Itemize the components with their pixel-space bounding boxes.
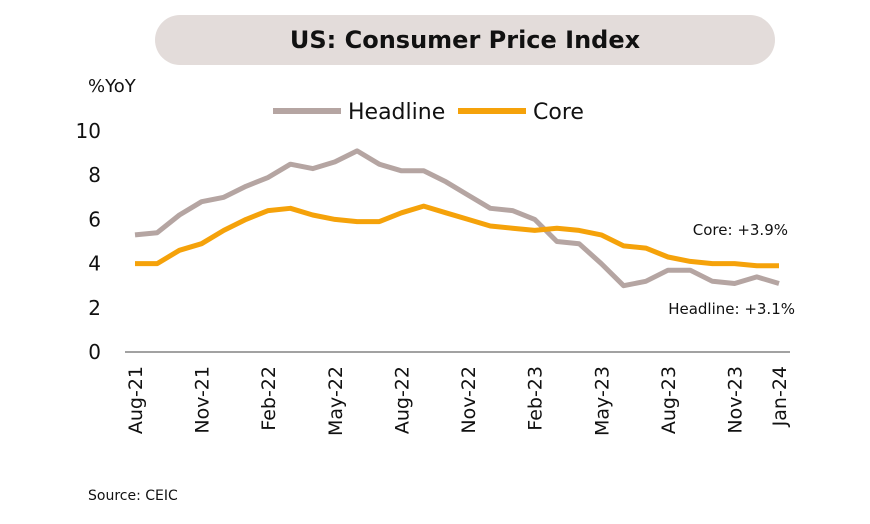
annotations: Core: +3.9% Headline: +3.1% [668,221,795,318]
x-tick-label: Nov-23 [725,366,747,434]
y-tick-label: 4 [88,252,101,276]
series-line-headline [134,148,780,289]
x-tick-label: Aug-22 [391,366,413,434]
annotation-core: Core: +3.9% [693,221,788,239]
series-line-core [135,203,779,269]
x-tick-label: Jan-24 [769,366,791,427]
chart-title-pill: US: Consumer Price Index [155,15,775,65]
chart-title: US: Consumer Price Index [289,26,641,54]
legend-label-headline: Headline [348,100,445,125]
y-tick-label: 2 [88,296,101,320]
x-tick-label: May-22 [325,366,347,436]
x-tick-label: Nov-21 [192,366,214,434]
x-tick-label: Aug-21 [125,366,147,434]
x-axis-ticks: Aug-21 Nov-21 Feb-22 May-22 Aug-22 Nov-22 Feb-… [125,366,791,436]
series-lines [134,148,780,289]
x-tick-label: Feb-23 [525,366,547,431]
x-tick-label: Feb-22 [258,366,280,431]
legend-label-core: Core [533,100,584,125]
x-tick-label: May-23 [591,366,613,436]
x-tick-label: Nov-22 [458,366,480,434]
y-tick-label: 0 [88,340,101,364]
source-note: Source: CEIC [88,488,178,504]
y-tick-label: 6 [88,207,101,231]
legend: Headline Core [273,100,584,125]
y-axis-ticks: 0 2 4 6 8 10 [76,119,101,364]
x-tick-label: Aug-23 [658,366,680,434]
y-tick-label: 10 [76,119,101,143]
annotation-headline: Headline: +3.1% [668,300,795,318]
y-tick-label: 8 [88,163,101,187]
y-axis-label: %YoY [88,76,137,97]
